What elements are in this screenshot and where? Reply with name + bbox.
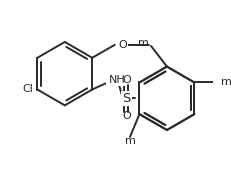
Text: Cl: Cl [22,84,33,95]
Text: O: O [118,40,126,50]
Text: m: m [220,78,231,88]
Text: m: m [138,38,149,48]
Text: m: m [124,136,135,146]
Text: O: O [122,111,130,121]
Text: NH: NH [108,75,125,85]
Text: S: S [122,92,130,105]
Text: O: O [122,75,130,85]
